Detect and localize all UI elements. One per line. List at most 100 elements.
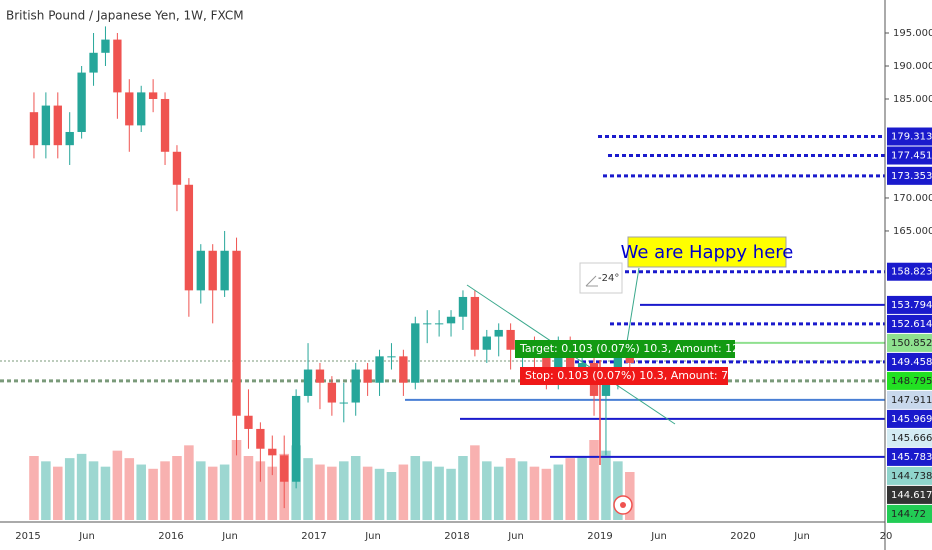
y-tick-label: 195.000 — [893, 28, 932, 39]
x-tick-label: 20 — [880, 531, 893, 542]
candle-body — [280, 455, 289, 482]
volume-bar — [505, 458, 516, 520]
level-label: 145.969 — [891, 414, 932, 425]
volume-bar — [601, 450, 611, 520]
candle-body — [220, 250, 229, 291]
volume-bar — [577, 456, 587, 520]
candle-body — [89, 52, 98, 73]
x-tick-label: 2018 — [444, 531, 469, 542]
candle-body — [125, 92, 134, 126]
volume-bar — [362, 466, 373, 520]
candle-body — [29, 112, 39, 146]
candle-body — [506, 329, 515, 350]
level-label: 158.823 — [891, 267, 932, 278]
level-label: 173.353 — [891, 171, 932, 182]
x-tick-label: Jun — [793, 531, 810, 542]
candle-body — [113, 39, 122, 93]
x-tick-label: 2019 — [587, 531, 612, 542]
candle-body — [327, 382, 337, 403]
level-label-bg — [887, 166, 932, 185]
x-tick-label: Jun — [507, 531, 524, 542]
candle-body — [184, 184, 194, 291]
level-label-bg — [887, 295, 932, 314]
level-label-bg — [887, 504, 932, 523]
level-label-bg — [887, 371, 932, 390]
volume-bar — [589, 440, 599, 520]
level-label: 145.666 — [891, 433, 932, 444]
x-tick-label: 2015 — [15, 531, 40, 542]
volume-bar — [172, 456, 182, 520]
x-tick-label: 2017 — [301, 531, 326, 542]
volume-bar — [553, 464, 564, 520]
candle-body — [363, 369, 372, 383]
candle-body — [256, 428, 265, 449]
candle-body — [101, 39, 110, 53]
volume-bar — [541, 468, 552, 520]
level-label-bg — [887, 352, 932, 371]
volume-bar — [565, 458, 575, 520]
volume-bar — [613, 461, 623, 520]
volume-bar — [100, 466, 111, 520]
x-tick-label: Jun — [221, 531, 238, 542]
volume-bar — [255, 461, 266, 520]
volume-bar — [160, 461, 170, 520]
level-label: 179.313 — [891, 132, 932, 143]
happy-box — [627, 236, 787, 268]
candle-body — [148, 92, 158, 99]
volume-bar — [339, 461, 349, 520]
level-label-bg — [887, 447, 932, 466]
level-label: 150.852 — [891, 338, 932, 349]
candle-body — [244, 415, 253, 429]
candle-body — [77, 72, 86, 132]
candle-body — [554, 343, 563, 383]
candle-body — [470, 296, 480, 350]
level-label-bg — [887, 409, 932, 428]
candle-body — [399, 356, 408, 383]
volume-bar — [434, 466, 444, 520]
volume-bar — [243, 456, 254, 520]
connector-line — [626, 267, 640, 343]
stop-text: Stop: 0.103 (0.07%) 10.3, Amount: 750.02 — [525, 369, 760, 382]
level-label: 145.783 — [891, 452, 932, 463]
x-tick-label: Jun — [78, 531, 95, 542]
volume-bar — [76, 453, 87, 520]
volume-bar — [231, 440, 242, 520]
candle-body — [41, 105, 51, 146]
candle-body — [625, 356, 634, 363]
volume-bar — [267, 466, 278, 520]
level-label: 147.911 — [891, 395, 932, 406]
level-label-bg — [887, 428, 932, 447]
angle-text: -24° — [598, 273, 619, 284]
volume-bar — [315, 464, 325, 520]
candle-body — [601, 376, 611, 396]
volume-bar — [374, 468, 385, 520]
chart-title: British Pound / Japanese Yen, 1W, FXCM — [6, 9, 244, 23]
y-tick-label: 185.000 — [893, 94, 932, 105]
x-tick-label: Jun — [650, 531, 667, 542]
candle-body — [232, 250, 241, 416]
volume-bar — [184, 445, 194, 520]
volume-bar — [88, 461, 99, 520]
volume-bar — [207, 466, 218, 520]
level-label: 144.617 — [891, 490, 932, 501]
level-label-bg — [887, 314, 932, 333]
candle-body — [482, 336, 491, 350]
volume-bar — [327, 466, 337, 520]
candle-body — [339, 402, 348, 404]
candle-body — [387, 356, 396, 358]
candle-body — [196, 250, 205, 291]
x-tick-label: Jun — [364, 531, 381, 542]
target-text: Target: 0.103 (0.07%) 10.3, Amount: 1249… — [519, 342, 771, 355]
candle-body — [375, 356, 384, 383]
level-label-bg — [887, 333, 932, 352]
candle-body — [446, 316, 456, 324]
level-label: 144.738 — [891, 471, 932, 482]
level-label: 148.795 — [891, 376, 932, 387]
y-tick-label: 190.000 — [893, 61, 932, 72]
volume-bar — [398, 464, 409, 520]
candle-body — [613, 356, 623, 377]
stop-box — [520, 367, 728, 385]
volume-bar — [458, 456, 468, 520]
